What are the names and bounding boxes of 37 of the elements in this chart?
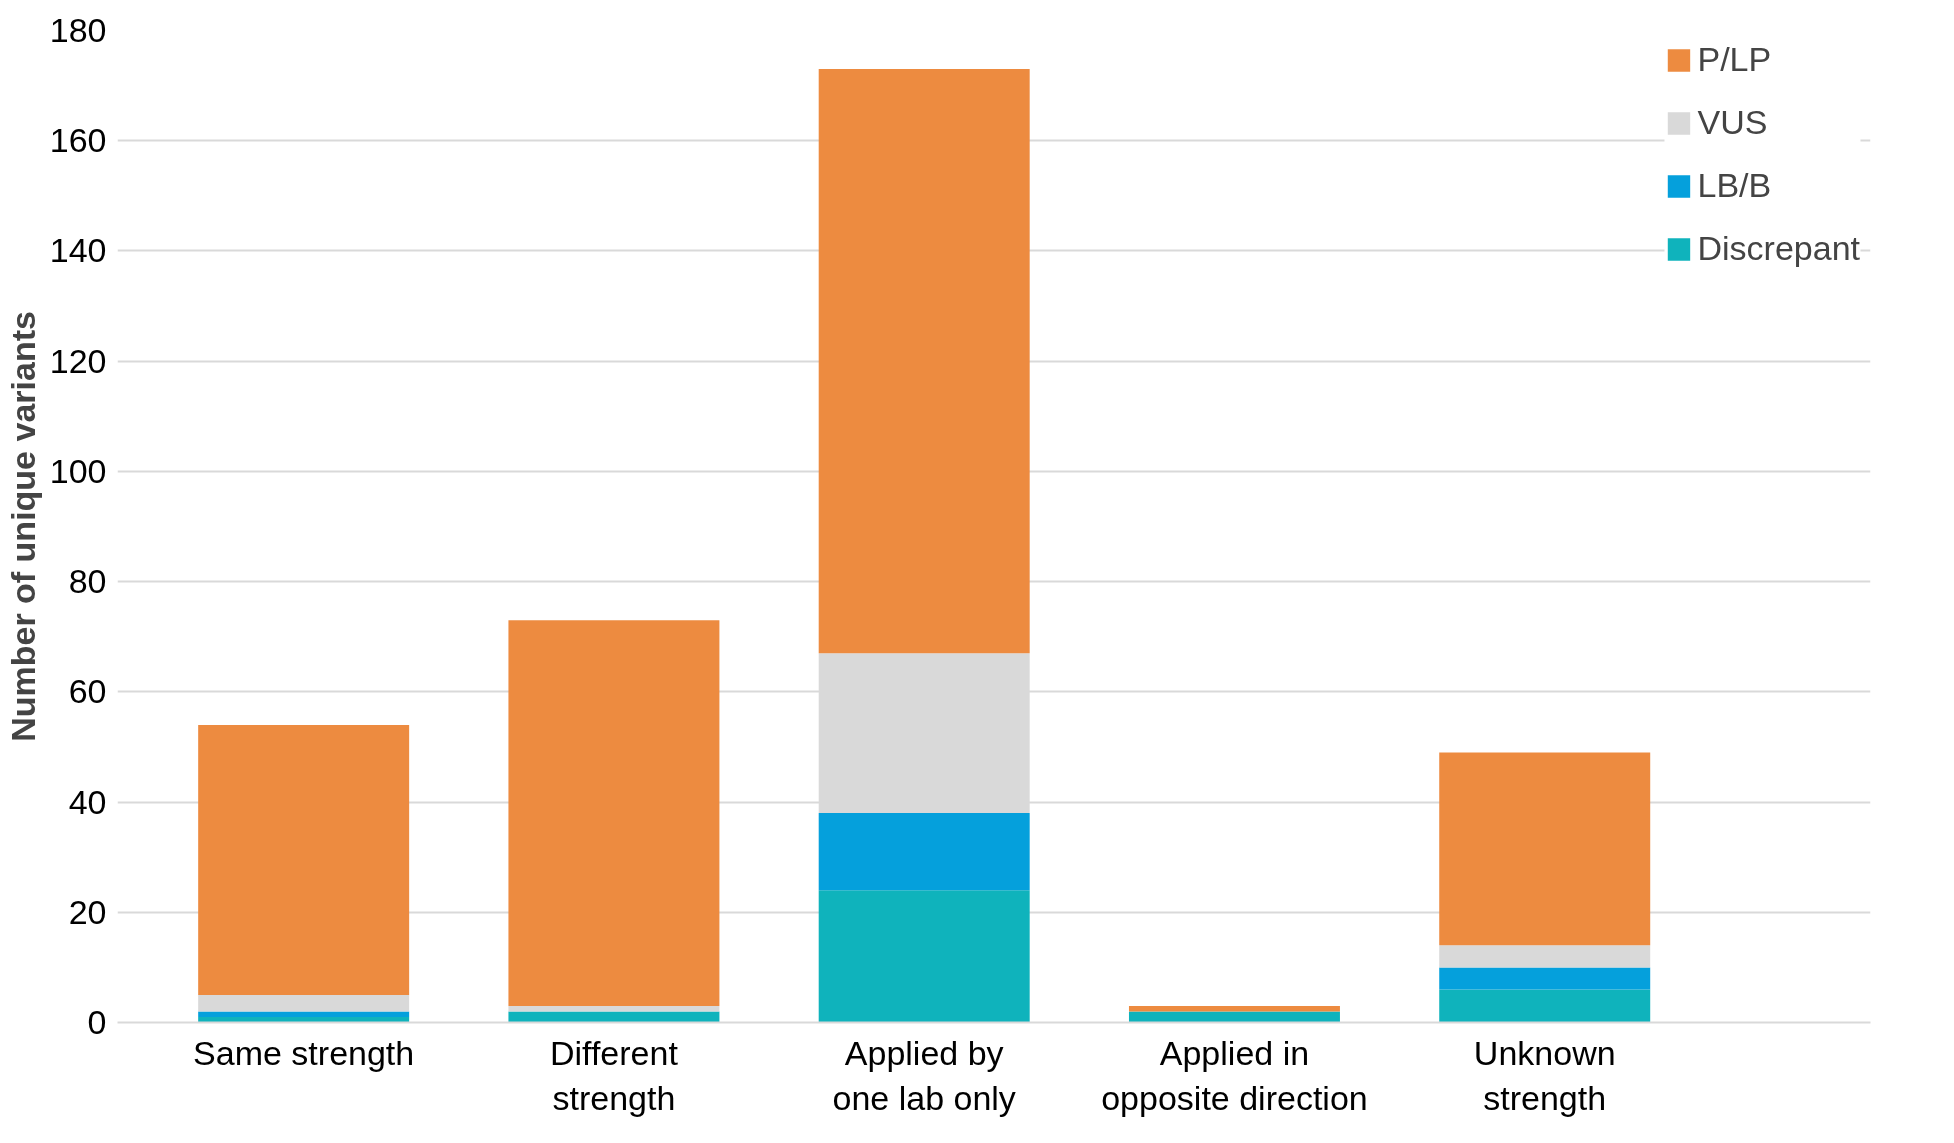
bar [818,890,1030,1023]
bar [1439,989,1651,1023]
bar [508,620,720,1006]
x-tick-label: Unknown strength [1473,1033,1616,1118]
y-tick-label: 160 [49,121,107,160]
bar [198,1016,410,1023]
bar [198,1011,410,1017]
bar [1128,1011,1340,1023]
y-tick-label: 140 [49,231,107,270]
x-tick-label: Applied in opposite direction [1101,1033,1368,1118]
y-tick-label: 100 [49,451,107,490]
y-axis-title: Number of unique variants [3,311,42,742]
legend-label: LB/B [1697,166,1772,205]
bar [1439,945,1651,968]
x-tick-label: Applied by one lab only [832,1033,1016,1118]
x-tick-label: Same strength [193,1033,415,1072]
bar [198,994,410,1012]
bar [1439,752,1651,946]
bar [1128,1005,1340,1012]
y-tick-label: 180 [49,11,107,49]
bar [818,69,1030,654]
bar [198,724,410,995]
bar [508,1005,720,1012]
bar [818,653,1030,814]
bar [818,813,1030,891]
y-tick-label: 80 [68,562,107,601]
bar [508,1011,720,1023]
legend-label: VUS [1697,103,1768,142]
x-tick-label: Different strength [549,1033,679,1118]
y-tick-label: 60 [68,672,107,711]
y-tick-label: 0 [87,1003,107,1041]
legend-label: P/LP [1697,40,1772,79]
y-tick-label: 120 [49,341,107,380]
bar [1439,967,1651,990]
y-tick-label: 40 [68,782,107,821]
legend-label: Discrepant [1697,229,1860,268]
y-tick-label: 20 [68,892,107,931]
